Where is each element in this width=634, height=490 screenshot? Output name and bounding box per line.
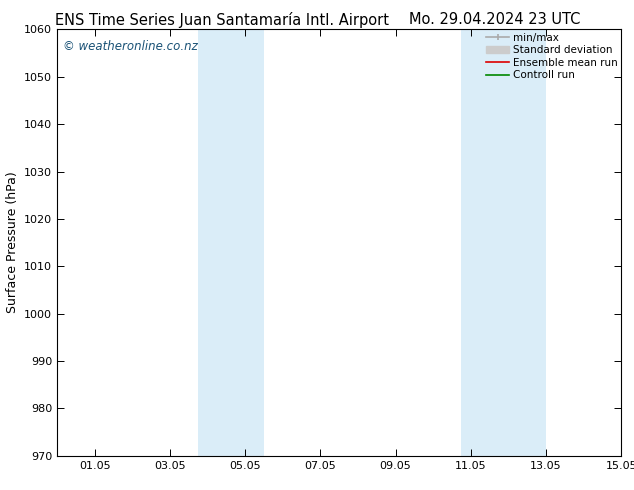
Legend: min/max, Standard deviation, Ensemble mean run, Controll run: min/max, Standard deviation, Ensemble me…: [486, 32, 618, 80]
Bar: [198, 29, 264, 456]
Text: ENS Time Series Juan Santamaría Intl. Airport: ENS Time Series Juan Santamaría Intl. Ai…: [55, 12, 389, 28]
Y-axis label: Surface Pressure (hPa): Surface Pressure (hPa): [6, 172, 18, 314]
Bar: [462, 29, 546, 456]
Text: Mo. 29.04.2024 23 UTC: Mo. 29.04.2024 23 UTC: [409, 12, 580, 27]
Text: © weatheronline.co.nz: © weatheronline.co.nz: [63, 40, 197, 53]
